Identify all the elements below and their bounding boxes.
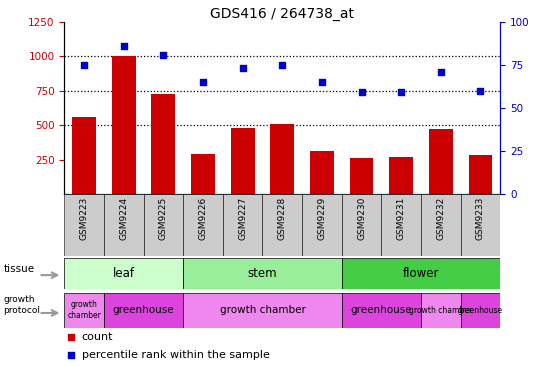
Bar <box>302 194 342 256</box>
Point <box>159 52 168 57</box>
Bar <box>104 293 183 328</box>
Bar <box>342 293 421 328</box>
Text: GSM9228: GSM9228 <box>278 197 287 240</box>
Bar <box>231 128 254 194</box>
Point <box>198 79 207 85</box>
Point <box>67 352 75 358</box>
Text: greenhouse: greenhouse <box>350 305 412 315</box>
Bar <box>263 194 302 256</box>
Point <box>79 62 88 68</box>
Text: GSM9230: GSM9230 <box>357 197 366 240</box>
Bar <box>183 293 342 328</box>
Bar <box>183 258 342 289</box>
Bar <box>421 293 461 328</box>
Bar <box>223 194 263 256</box>
Text: GSM9229: GSM9229 <box>318 197 326 240</box>
Text: GSM9225: GSM9225 <box>159 197 168 240</box>
Bar <box>342 258 500 289</box>
Bar <box>64 293 104 328</box>
Bar <box>310 151 334 194</box>
Text: GSM9231: GSM9231 <box>397 197 406 240</box>
Bar <box>350 157 373 194</box>
Text: GSM9224: GSM9224 <box>119 197 128 240</box>
Text: stem: stem <box>248 267 277 280</box>
Bar <box>468 155 492 194</box>
Bar <box>144 194 183 256</box>
Bar <box>461 293 500 328</box>
Text: GSM9227: GSM9227 <box>238 197 247 240</box>
Text: GSM9226: GSM9226 <box>198 197 207 240</box>
Text: growth chamber: growth chamber <box>220 305 305 315</box>
Bar <box>429 129 453 194</box>
Bar <box>342 194 381 256</box>
Text: growth
protocol: growth protocol <box>3 295 40 315</box>
Bar <box>381 194 421 256</box>
Text: percentile rank within the sample: percentile rank within the sample <box>82 350 269 360</box>
Point <box>437 69 446 75</box>
Point <box>397 90 406 96</box>
Text: count: count <box>82 332 113 342</box>
Bar <box>72 117 96 194</box>
Point <box>318 79 326 85</box>
Bar <box>112 56 136 194</box>
Text: greenhouse: greenhouse <box>113 305 174 315</box>
Text: GSM9233: GSM9233 <box>476 197 485 240</box>
Bar <box>183 194 223 256</box>
Point <box>119 43 128 49</box>
Title: GDS416 / 264738_at: GDS416 / 264738_at <box>210 7 354 21</box>
Text: GSM9223: GSM9223 <box>79 197 89 240</box>
Text: tissue: tissue <box>3 264 34 274</box>
Text: growth
chamber: growth chamber <box>67 300 101 320</box>
Bar <box>461 194 500 256</box>
Bar <box>191 154 215 194</box>
Text: leaf: leaf <box>113 267 135 280</box>
Point <box>238 66 247 71</box>
Bar <box>389 157 413 194</box>
Text: flower: flower <box>403 267 439 280</box>
Text: greenhouse: greenhouse <box>458 306 503 315</box>
Bar <box>64 258 183 289</box>
Point <box>476 88 485 94</box>
Bar <box>151 94 176 194</box>
Text: growth chamber: growth chamber <box>409 306 472 315</box>
Point <box>278 62 287 68</box>
Text: GSM9232: GSM9232 <box>437 197 446 240</box>
Bar <box>104 194 144 256</box>
Point <box>357 90 366 96</box>
Point <box>67 334 75 340</box>
Bar <box>64 194 104 256</box>
Bar <box>421 194 461 256</box>
Bar <box>271 124 294 194</box>
